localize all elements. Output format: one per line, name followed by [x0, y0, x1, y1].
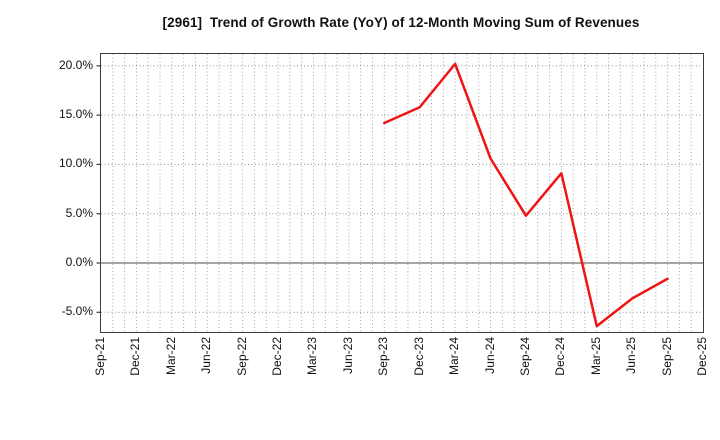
x-tick-label: Jun-25 — [624, 337, 639, 374]
x-tick-label: Sep-22 — [234, 337, 249, 376]
x-tick-label: Dec-22 — [270, 337, 285, 376]
y-tick-label: 5.0% — [65, 205, 93, 220]
x-tick-label: Dec-23 — [411, 337, 426, 376]
x-tick-label: Sep-25 — [659, 337, 674, 376]
y-tick-label: 15.0% — [58, 107, 93, 122]
y-tick-label: -5.0% — [61, 304, 93, 319]
revenue-growth-line — [383, 62, 669, 328]
chart-title: [2961] Trend of Growth Rate (YoY) of 12-… — [162, 15, 640, 30]
y-tick-label: 0.0% — [65, 254, 93, 269]
x-tick-label: Jun-22 — [199, 337, 214, 374]
x-tick-label: Mar-23 — [305, 337, 320, 376]
x-tick-label: Mar-24 — [447, 337, 462, 376]
x-tick-label: Sep-24 — [517, 337, 532, 376]
x-tick-label: Sep-23 — [376, 337, 391, 376]
x-tick-label: Dec-24 — [553, 337, 568, 376]
x-tick-label: Mar-22 — [163, 337, 178, 376]
x-tick-label: Mar-25 — [588, 337, 603, 376]
plot-canvas — [96, 54, 703, 332]
x-tick-label: Dec-25 — [695, 337, 709, 376]
y-tick-label: 10.0% — [58, 156, 93, 171]
x-tick-label: Jun-23 — [340, 337, 355, 374]
x-tick-label: Dec-21 — [128, 337, 143, 376]
x-tick-label: Sep-21 — [93, 337, 107, 376]
y-tick-label: 20.0% — [58, 57, 93, 72]
plot-area — [96, 53, 704, 333]
x-tick-label: Jun-24 — [482, 337, 497, 374]
